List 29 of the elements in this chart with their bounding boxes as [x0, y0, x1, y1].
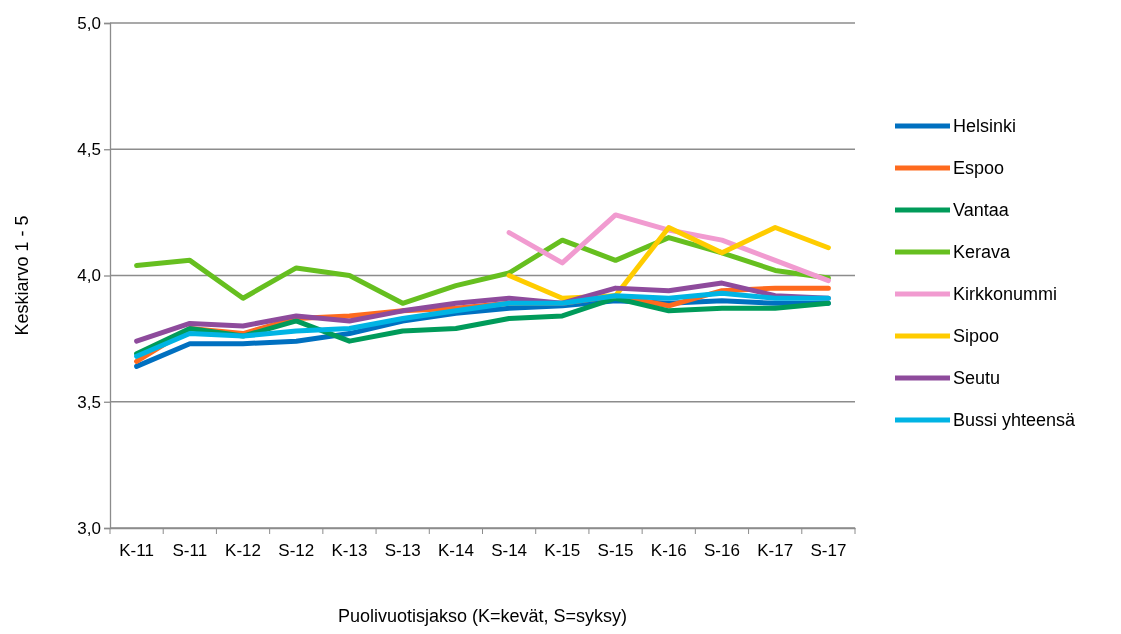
legend-label: Helsinki [953, 116, 1017, 136]
y-axis-title: Keskiarvo 1 - 5 [12, 215, 32, 336]
y-tick-label: 5,0 [77, 13, 101, 33]
legend-label: Seutu [953, 368, 1001, 388]
x-tick-label: S-12 [278, 541, 315, 561]
y-tick-label: 3,5 [77, 392, 101, 412]
x-tick-label: S-15 [597, 541, 634, 561]
x-tick-label: K-14 [437, 541, 474, 561]
legend-label: Espoo [953, 158, 1005, 178]
legend-label: Kirkkonummi [953, 284, 1058, 304]
y-tick-label: 4,5 [77, 140, 101, 160]
legend-label: Sipoo [953, 326, 1000, 346]
x-axis-title: Puolivuotisjakso (K=kevät, S=syksy) [337, 606, 628, 626]
x-tick-label: K-11 [119, 541, 154, 561]
x-tick-label: S-13 [384, 541, 421, 561]
x-tick-label: K-12 [225, 541, 261, 561]
x-tick-label: K-16 [650, 541, 687, 561]
x-tick-label: K-15 [544, 541, 581, 561]
y-tick-label: 3,0 [77, 518, 101, 538]
legend-label: Vantaa [953, 200, 1010, 220]
x-tick-label: K-13 [331, 541, 368, 561]
x-tick-label: S-11 [172, 541, 208, 561]
x-tick-label: S-14 [491, 541, 528, 561]
x-tick-label: S-16 [704, 541, 740, 561]
legend-label: Kerava [953, 242, 1012, 262]
legend-label: Bussi yhteensä [953, 410, 1077, 430]
y-tick-label: 4,0 [77, 266, 101, 286]
x-tick-label: S-17 [810, 541, 847, 561]
x-tick-label: K-17 [757, 541, 794, 561]
